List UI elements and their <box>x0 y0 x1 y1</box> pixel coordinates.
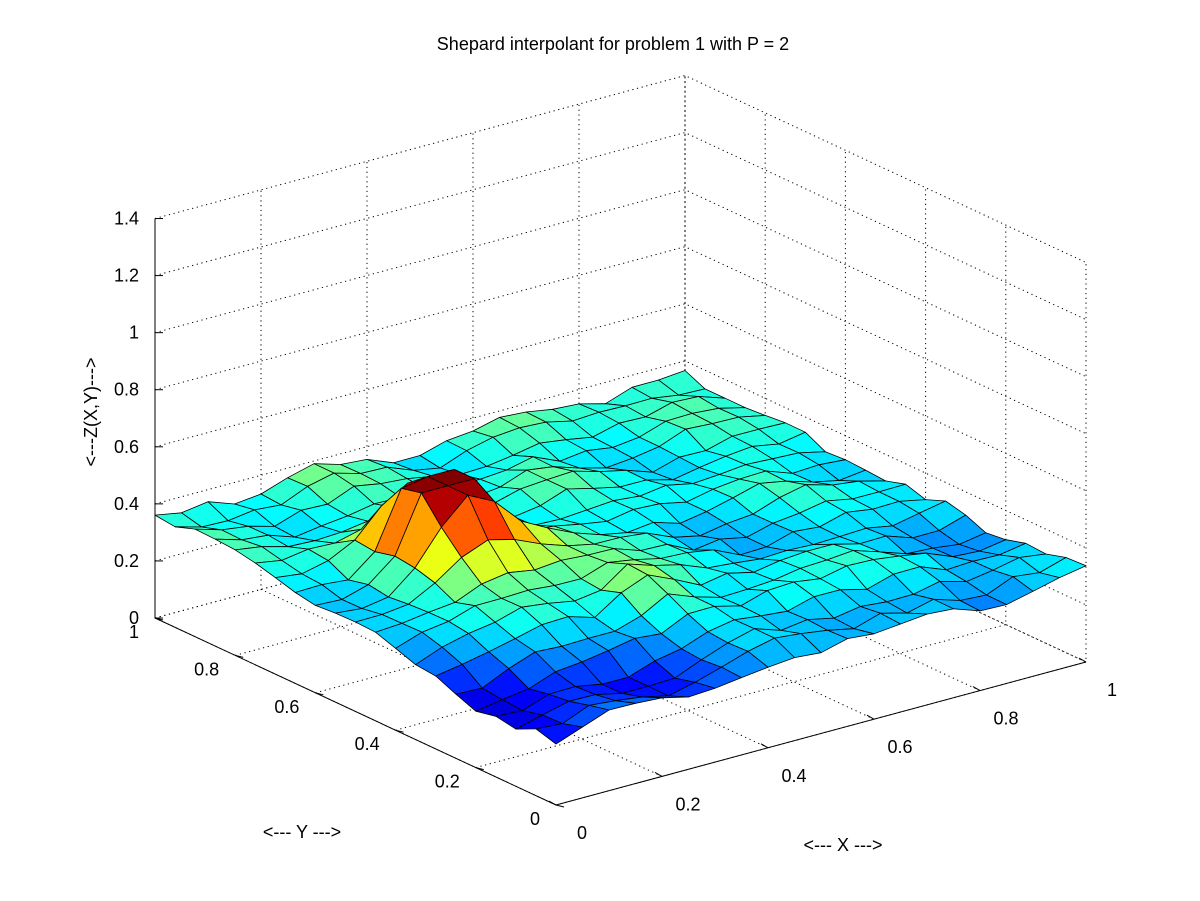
z-tick-label-2: 0.4 <box>114 494 139 514</box>
surface-mesh <box>154 370 1087 745</box>
z-tick-label-6: 1.2 <box>114 266 139 286</box>
z-tick-label-7: 1.4 <box>114 209 139 229</box>
y-axis-label: <--- Y ---> <box>263 822 341 842</box>
z-axis-label: <---Z(X,Y)---> <box>81 358 101 467</box>
x-tick-2 <box>760 743 769 749</box>
y-tick-4 <box>235 654 244 658</box>
axes: 00.20.40.60.811.21.400.20.40.60.8100.20.… <box>114 209 1117 843</box>
y-tick-2 <box>395 729 404 733</box>
y-axis-line <box>154 617 557 806</box>
y-tick-label-4: 0.8 <box>194 659 219 679</box>
x-tick-4 <box>972 686 981 692</box>
y-tick-label-1: 0.2 <box>435 772 460 792</box>
grid-line-z-5 <box>154 189 1087 378</box>
x-tick-label-0: 0 <box>577 823 587 843</box>
y-tick-3 <box>315 692 324 696</box>
x-axis-label: <--- X ---> <box>804 835 883 855</box>
z-tick-label-0: 0 <box>129 608 139 628</box>
grid-line-z-4 <box>154 246 1087 435</box>
grid-line-z-7 <box>154 74 1087 263</box>
x-tick-label-1: 0.2 <box>675 794 700 814</box>
grid-line-z-2 <box>154 360 1087 549</box>
x-tick-0 <box>548 800 557 806</box>
y-tick-label-2: 0.4 <box>355 734 380 754</box>
x-axis-line <box>555 661 1087 806</box>
x-tick-label-4: 0.8 <box>993 709 1018 729</box>
x-tick-label-5: 1 <box>1107 680 1117 700</box>
surface-patch-0-0 <box>535 723 583 745</box>
grid-line-y-1 <box>475 225 1007 769</box>
y-tick-0 <box>555 804 565 808</box>
y-tick-label-5: 1 <box>129 622 139 642</box>
grid-line-x-1 <box>260 189 663 777</box>
chart-title: Shepard interpolant for problem 1 with P… <box>437 34 789 54</box>
z-tick-label-3: 0.6 <box>114 437 139 457</box>
z-tick-label-5: 1 <box>129 323 139 343</box>
y-tick-label-0: 0 <box>530 809 540 829</box>
x-tick-5 <box>1078 657 1087 663</box>
z-tick-label-1: 0.2 <box>114 551 139 571</box>
y-tick-label-3: 0.6 <box>274 697 299 717</box>
grid-line-z-3 <box>154 303 1087 492</box>
x-tick-1 <box>654 771 663 777</box>
x-tick-3 <box>866 714 875 720</box>
grid-line-z-6 <box>154 132 1087 321</box>
x-tick-label-2: 0.4 <box>781 766 806 786</box>
y-tick-1 <box>475 767 484 771</box>
z-tick-label-4: 0.8 <box>114 380 139 400</box>
y-tick-5 <box>154 617 164 621</box>
x-tick-label-3: 0.6 <box>887 737 912 757</box>
